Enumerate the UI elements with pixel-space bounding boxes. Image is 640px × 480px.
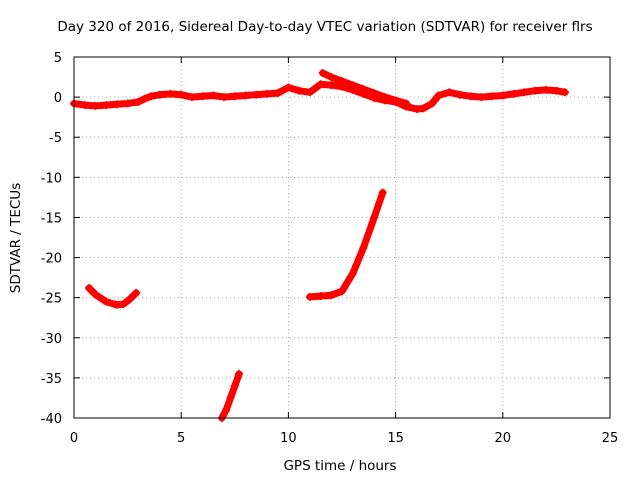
data-point bbox=[419, 104, 428, 113]
data-point bbox=[391, 96, 400, 105]
series-upper-band bbox=[318, 69, 411, 108]
data-point bbox=[273, 89, 282, 98]
grid-lines bbox=[74, 57, 610, 418]
data-point bbox=[220, 93, 229, 102]
plot-frame bbox=[73, 56, 611, 419]
data-point bbox=[370, 89, 379, 98]
series-line-rise-eleven bbox=[306, 189, 387, 301]
data-point bbox=[434, 91, 443, 100]
y-tick-label: -10 bbox=[41, 171, 62, 186]
data-point bbox=[359, 243, 368, 252]
data-point bbox=[209, 91, 218, 100]
data-point bbox=[466, 92, 475, 101]
data-point bbox=[316, 80, 325, 89]
data-point bbox=[541, 85, 550, 94]
y-tick-label: -30 bbox=[41, 332, 62, 347]
series-rise-eleven bbox=[305, 188, 387, 301]
y-tick-label: -40 bbox=[41, 412, 62, 427]
data-point bbox=[123, 99, 132, 108]
data-point bbox=[284, 83, 293, 92]
y-tick-label: 0 bbox=[54, 91, 62, 106]
data-point bbox=[402, 99, 411, 108]
x-tick-label: 25 bbox=[602, 431, 619, 446]
data-point bbox=[241, 91, 250, 100]
y-axis-label: SDTVAR / TECUs bbox=[8, 183, 24, 293]
x-tick-label: 20 bbox=[495, 431, 512, 446]
data-point bbox=[359, 85, 368, 94]
data-point bbox=[177, 90, 186, 99]
data-point bbox=[305, 292, 314, 301]
data-point bbox=[327, 81, 336, 90]
data-point bbox=[455, 90, 464, 99]
data-point bbox=[112, 300, 121, 309]
data-point bbox=[348, 81, 357, 90]
data-point bbox=[187, 93, 196, 102]
data-point bbox=[338, 77, 346, 86]
y-tick-label: 5 bbox=[54, 51, 62, 66]
data-point bbox=[477, 93, 486, 102]
data-point bbox=[222, 405, 231, 414]
data-point bbox=[262, 89, 271, 98]
y-tick-label: -35 bbox=[41, 372, 62, 387]
data-point bbox=[318, 69, 327, 78]
data-point bbox=[230, 381, 239, 390]
y-tick-label: -5 bbox=[49, 131, 62, 146]
data-point bbox=[140, 94, 149, 103]
data-point bbox=[488, 92, 497, 101]
data-point bbox=[295, 86, 304, 95]
data-point bbox=[119, 300, 128, 309]
data-point bbox=[316, 292, 325, 301]
data-point bbox=[102, 297, 111, 306]
data-point bbox=[338, 287, 346, 296]
chart-title: Day 320 of 2016, Sidereal Day-to-day VTE… bbox=[57, 19, 592, 35]
y-tick-label: -20 bbox=[41, 252, 62, 267]
y-tick-label: -25 bbox=[41, 292, 62, 307]
data-point bbox=[560, 88, 569, 97]
data-point bbox=[102, 101, 111, 110]
data-point bbox=[85, 284, 94, 293]
data-series bbox=[70, 69, 569, 422]
y-tick-label: -15 bbox=[41, 211, 62, 226]
data-point bbox=[112, 100, 121, 109]
data-point bbox=[166, 89, 175, 98]
data-point bbox=[91, 101, 100, 110]
x-axis-label: GPS time / hours bbox=[283, 458, 396, 474]
data-point bbox=[305, 88, 314, 97]
data-point bbox=[327, 73, 336, 82]
data-point bbox=[445, 88, 454, 97]
x-tick-label: 15 bbox=[387, 431, 404, 446]
data-point bbox=[134, 97, 143, 106]
data-point bbox=[327, 291, 336, 300]
data-point bbox=[530, 86, 539, 95]
x-tick-label: 0 bbox=[70, 431, 78, 446]
series-arc-early bbox=[85, 284, 141, 309]
data-point bbox=[80, 101, 89, 110]
axis-ticks: 0 5 10 15 20 25 -40 -35 -30 -25 -20 -15 -10 -5 0 5 bbox=[41, 51, 619, 446]
data-point bbox=[370, 213, 379, 222]
data-point bbox=[91, 290, 100, 299]
data-point bbox=[230, 92, 239, 101]
data-point bbox=[413, 105, 422, 114]
x-tick-label: 10 bbox=[280, 431, 297, 446]
data-point bbox=[378, 188, 387, 197]
data-point bbox=[509, 89, 518, 98]
data-point bbox=[552, 86, 561, 95]
data-point bbox=[132, 288, 141, 297]
data-point bbox=[198, 92, 207, 101]
data-point bbox=[226, 393, 235, 402]
data-point bbox=[125, 295, 134, 304]
x-tick-label: 5 bbox=[177, 431, 185, 446]
data-point bbox=[428, 99, 437, 108]
data-point bbox=[380, 93, 389, 102]
data-point bbox=[147, 92, 156, 101]
data-point bbox=[252, 90, 261, 99]
data-point bbox=[520, 88, 529, 97]
series-main-trace bbox=[70, 80, 569, 114]
data-point bbox=[235, 369, 244, 378]
data-point bbox=[155, 90, 164, 99]
data-point bbox=[348, 269, 357, 278]
data-point bbox=[498, 91, 507, 100]
